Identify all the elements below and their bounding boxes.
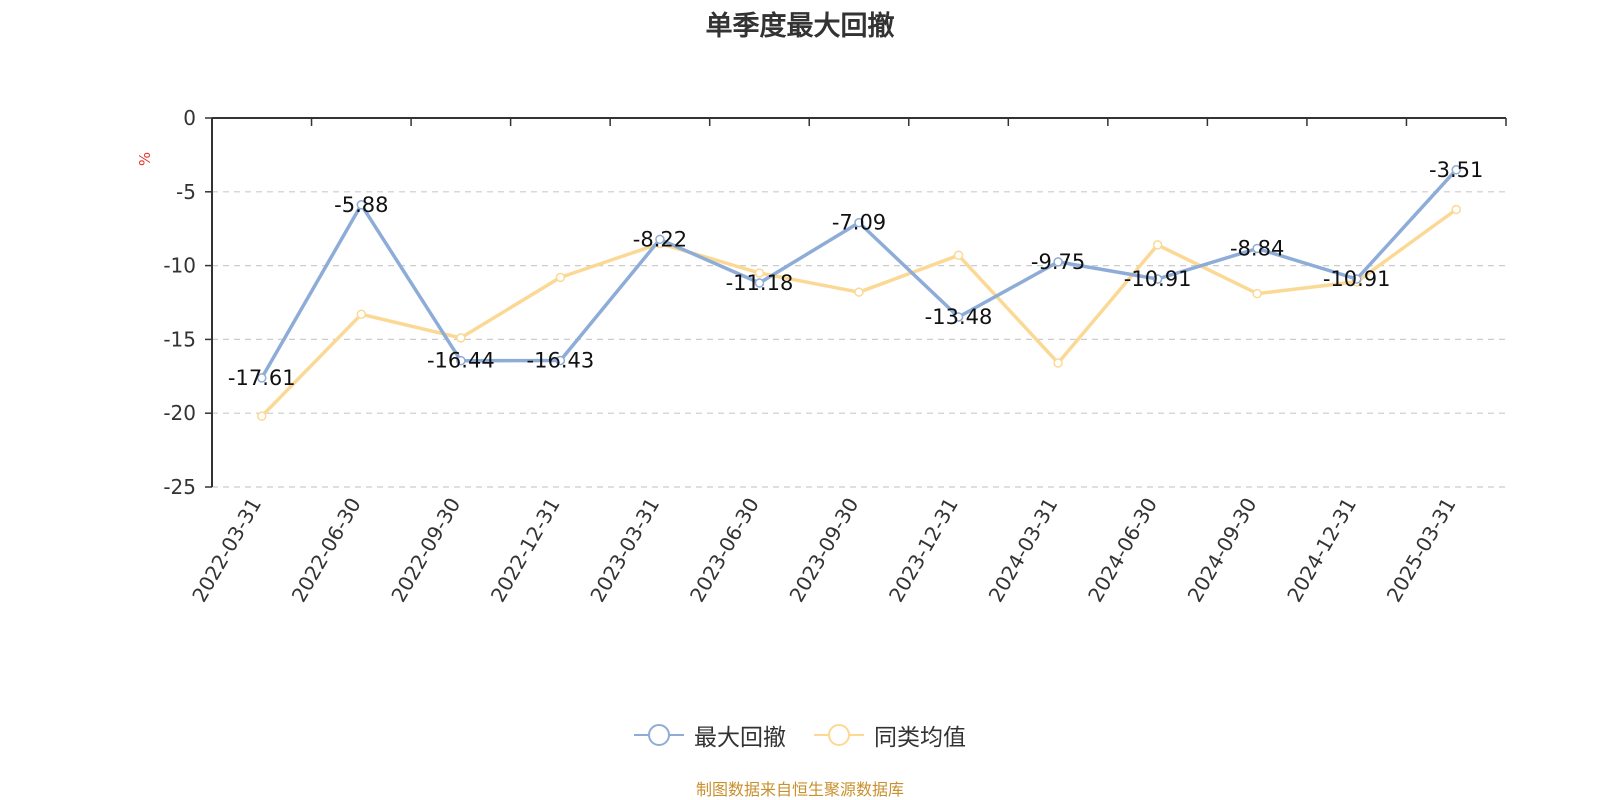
x-tick-label-0: 2022-03-31 — [187, 494, 266, 607]
series-0-point-2 — [456, 355, 466, 366]
data-label-0-10: -8.84 — [1230, 236, 1284, 260]
x-tick-label-4: 2023-03-31 — [585, 494, 664, 607]
x-tick-label-8: 2024-03-31 — [984, 494, 1063, 607]
series-0-point-3 — [555, 355, 566, 366]
series-1-point-0 — [257, 411, 267, 421]
chart-title: 单季度最大回撤 — [705, 11, 895, 42]
legend-item-peer-average[interactable]: 同类均值 — [814, 718, 966, 752]
series-0-point-7 — [953, 312, 964, 322]
y-tick-label-1: -5 — [176, 180, 196, 204]
legend-label-max-drawdown: 最大回撤 — [694, 725, 786, 751]
series-1-point-3 — [555, 272, 566, 283]
series-1-point-6 — [854, 287, 864, 297]
series-0-point-4 — [655, 234, 665, 245]
series-1-point-7 — [953, 250, 964, 261]
x-tick-label-3: 2022-12-31 — [486, 494, 565, 607]
data-label-0-5: -11.18 — [726, 271, 794, 295]
legend-swatch-peer-average — [814, 723, 864, 747]
series-lines — [257, 165, 1461, 421]
series-0-point-0 — [257, 373, 267, 383]
data-label-0-2: -16.44 — [427, 349, 495, 373]
legend-swatch-max-drawdown — [634, 723, 684, 747]
y-tick-label-4: -20 — [163, 401, 196, 425]
series-0-point-6 — [854, 217, 864, 228]
legend: 最大回撤 同类均值 — [0, 718, 1600, 752]
series-0-point-5 — [754, 278, 765, 288]
legend-label-peer-average: 同类均值 — [874, 725, 966, 751]
x-tick-label-1: 2022-06-30 — [287, 494, 366, 607]
series-1-point-5 — [754, 268, 765, 278]
series-0-point-10 — [1252, 243, 1262, 254]
series-1-point-10 — [1252, 288, 1262, 299]
data-label-0-11: -10.91 — [1323, 267, 1391, 291]
data-label-0-7: -13.48 — [925, 305, 993, 329]
series-1-point-1 — [356, 309, 367, 320]
grid-lines — [212, 191, 1506, 488]
data-label-0-4: -8.22 — [633, 227, 687, 251]
data-labels: -17.61 -5.88 -16.44 -16.43 -8.22 -11.18 -7.09 -… — [228, 158, 1483, 390]
series-0-point-9 — [1152, 274, 1163, 284]
y-tick-label-3: -15 — [163, 327, 196, 351]
data-label-0-8: -9.75 — [1031, 250, 1085, 274]
x-tick-label-11: 2024-12-31 — [1282, 494, 1361, 607]
series-0-point-8 — [1053, 257, 1063, 267]
x-tick-label-7: 2023-12-31 — [884, 494, 963, 607]
series-1-point-8 — [1053, 358, 1063, 368]
data-label-0-9: -10.91 — [1124, 267, 1192, 291]
x-tick-label-9: 2024-06-30 — [1083, 494, 1162, 607]
series-1-point-9 — [1152, 240, 1163, 250]
x-tick-label-12: 2025-03-31 — [1382, 494, 1461, 607]
y-axis-label: % — [136, 152, 154, 166]
series-0-point-12 — [1451, 165, 1461, 175]
y-tick-label-2: -10 — [163, 254, 196, 278]
series-0-point-11 — [1351, 274, 1362, 284]
y-tick-label-5: -25 — [163, 475, 196, 499]
series-1-point-12 — [1451, 204, 1461, 215]
data-label-0-1: -5.88 — [334, 193, 388, 217]
data-label-0-6: -7.09 — [832, 211, 886, 235]
data-label-0-3: -16.43 — [527, 349, 595, 373]
series-0-point-1 — [356, 200, 367, 210]
series-line-0 — [260, 168, 1458, 379]
x-tick-label-6: 2023-09-30 — [784, 494, 863, 607]
data-label-0-0: -17.61 — [228, 366, 296, 390]
x-tick-label-5: 2023-06-30 — [685, 494, 764, 607]
legend-item-max-drawdown[interactable]: 最大回撤 — [634, 718, 786, 752]
y-tick-label-0: 0 — [183, 106, 196, 130]
source-note: 制图数据来自恒生聚源数据库 — [695, 780, 904, 799]
x-tick-label-2: 2022-09-30 — [386, 494, 465, 607]
data-label-0-12: -3.51 — [1429, 158, 1483, 182]
x-tick-label-10: 2024-09-30 — [1183, 494, 1262, 607]
series-1-point-2 — [456, 333, 466, 343]
